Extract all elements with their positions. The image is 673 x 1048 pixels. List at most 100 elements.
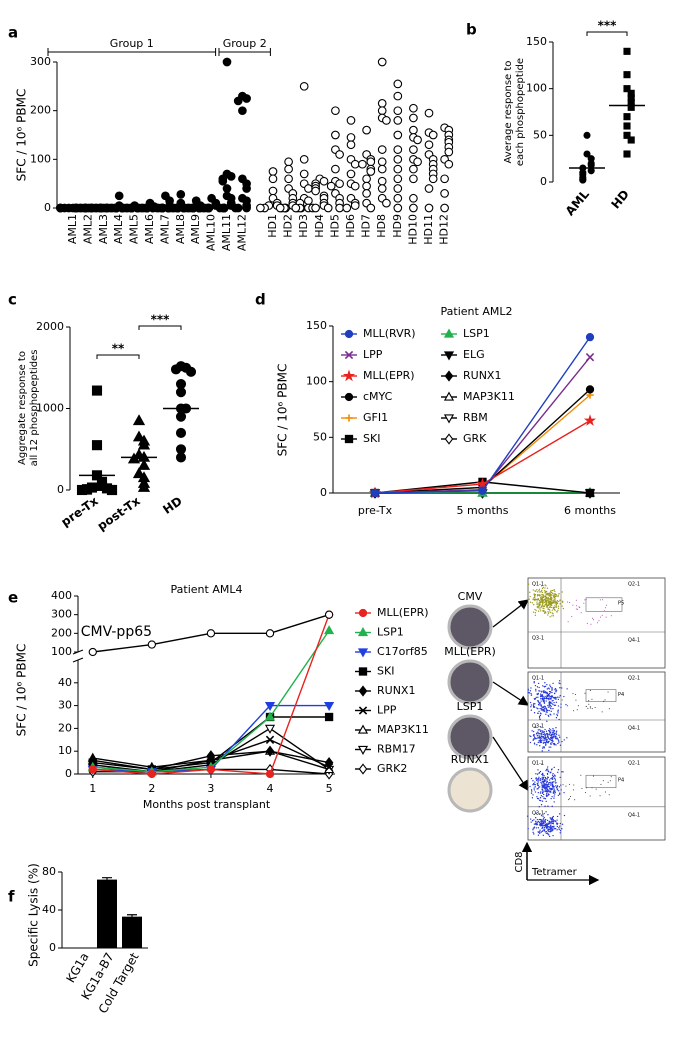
flow-quadrants (528, 757, 665, 840)
point (148, 203, 158, 213)
point (585, 353, 595, 362)
y-axis-label: SFC / 10⁶ PBMC (276, 364, 290, 457)
legend-marker (357, 724, 369, 734)
well-image (447, 659, 493, 705)
point (623, 150, 631, 158)
point (585, 385, 595, 394)
point (377, 106, 387, 116)
x-tick-label: AML10 (205, 214, 218, 251)
point (350, 181, 360, 191)
legend-marker (358, 763, 368, 775)
point (335, 179, 344, 189)
point (242, 184, 251, 193)
point (265, 735, 275, 744)
point (413, 135, 422, 145)
gate-label: Q1-1 (532, 761, 544, 767)
point (342, 203, 352, 213)
legend-marker (344, 350, 354, 360)
flow-gate (585, 774, 617, 789)
point (242, 203, 251, 213)
y-tick-label: 400 (51, 589, 72, 602)
flow-plot (527, 756, 666, 841)
point (324, 701, 335, 712)
panel-letter: c (8, 291, 17, 309)
point (175, 452, 187, 463)
point (623, 113, 631, 121)
point (127, 452, 141, 464)
point (623, 131, 631, 139)
x-tick-label: AML12 (235, 214, 248, 251)
point (428, 130, 438, 140)
point (194, 203, 204, 213)
point (179, 203, 188, 213)
x-tick-label: HD2 (282, 214, 295, 238)
legend-marker (358, 667, 368, 676)
point (331, 106, 340, 116)
point (176, 190, 186, 199)
point (358, 159, 367, 169)
point (117, 203, 127, 213)
legend-label: LPP (363, 348, 383, 361)
y-tick-label: 40 (58, 676, 72, 689)
point (106, 484, 118, 496)
legend-marker (444, 433, 454, 445)
point (393, 154, 403, 164)
point (366, 157, 376, 167)
point (323, 203, 333, 213)
point (268, 186, 278, 196)
flow-events (562, 774, 612, 801)
well-label: LSP1 (457, 700, 484, 713)
x-tick-label: 5 months (457, 504, 509, 517)
legend-label: RUNX1 (463, 369, 501, 382)
point (393, 203, 403, 213)
y-tick-label: 100 (30, 152, 51, 165)
significance-bracket (138, 325, 182, 330)
y-tick-label: 0 (320, 486, 327, 499)
gate-label: Q2-1 (628, 761, 640, 767)
point (377, 145, 387, 154)
legend-label: GRK (463, 432, 487, 445)
point (256, 203, 265, 213)
point (163, 203, 173, 213)
y-tick-label: 150 (306, 319, 327, 332)
point (311, 203, 320, 213)
flow-events (526, 763, 566, 838)
point (409, 145, 418, 154)
legend-label: MLL(RVR) (363, 327, 416, 340)
y-tick-label: 100 (526, 82, 547, 95)
flow-plot (527, 577, 666, 669)
y-tick-label: 150 (526, 35, 547, 48)
x-tick-label: 4 (267, 782, 274, 795)
well-label: MLL(EPR) (444, 645, 496, 658)
point (440, 174, 449, 184)
point (623, 85, 631, 93)
point (585, 488, 595, 498)
point (324, 610, 334, 619)
well-image (447, 714, 493, 760)
flow-axis-label: CD8 (514, 851, 525, 872)
point (444, 147, 454, 157)
significance-label: *** (598, 19, 618, 33)
legend-marker (358, 608, 368, 618)
legend-marker (357, 627, 369, 637)
gate-label: Q2-1 (628, 582, 640, 588)
legend-label: MAP3K11 (463, 390, 515, 403)
point (350, 201, 360, 210)
point (132, 414, 146, 426)
point (268, 167, 278, 176)
panel-letter: d (255, 291, 266, 309)
point (409, 113, 418, 123)
x-tick-label: HD3 (297, 214, 310, 238)
point (331, 164, 340, 174)
point (478, 486, 487, 495)
significance-bracket (96, 354, 140, 359)
legend-marker (443, 351, 455, 361)
point (424, 203, 434, 213)
x-tick-label: HD7 (360, 214, 373, 238)
y-tick-label: 0 (65, 767, 72, 780)
y-tick-label: 100 (51, 645, 72, 658)
arrow (492, 681, 530, 706)
x-tick-label: HD9 (391, 214, 404, 238)
point (185, 366, 197, 377)
